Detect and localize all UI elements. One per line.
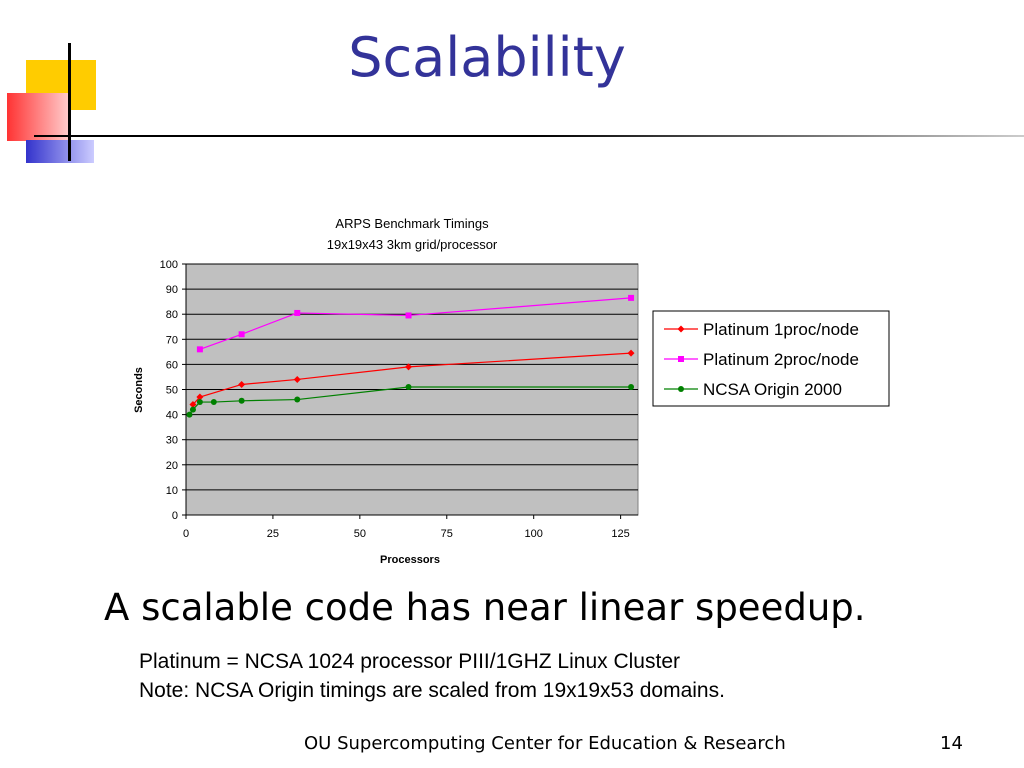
y-tick-label: 30 [166,435,178,447]
data-point-0 [238,380,246,388]
legend-label-1: Platinum 2proc/node [703,350,859,369]
y-tick-label: 90 [166,284,178,296]
data-point-0 [627,349,635,357]
x-tick-label: 0 [183,528,189,540]
y-tick-label: 40 [166,410,178,422]
y-tick-label: 10 [166,485,178,497]
y-tick-label: 0 [172,510,178,522]
series-layer [186,294,635,418]
y-axis-label: Seconds [133,367,145,413]
data-point-2 [210,399,217,406]
data-point-1 [294,309,301,316]
x-tick-label: 25 [267,528,279,540]
y-tick-label: 20 [166,460,178,472]
data-point-1 [196,346,203,353]
decor-horizontal-line-fade [534,135,1024,137]
data-point-2 [628,383,635,390]
data-point-2 [189,406,196,413]
chart-subtitle: 19x19x43 3km grid/processor [327,237,498,252]
legend-marker-2 [678,386,684,392]
data-point-1 [628,294,635,301]
data-point-2 [405,383,412,390]
axes: 0 10 20 30 40 50 60 70 80 90 100 0 25 50 75 100 125 [160,259,638,540]
x-tick-label: 125 [611,528,629,540]
chart-title: ARPS Benchmark Timings [335,216,489,231]
data-point-2 [186,411,193,418]
slide-subtitle: A scalable code has near linear speedup. [104,586,866,629]
legend: Platinum 1proc/node Platinum 2proc/node NC… [652,310,890,407]
data-point-1 [405,312,412,319]
page-number: 14 [940,733,963,754]
note-platinum: Platinum = NCSA 1024 processor PIII/1GHZ… [139,650,680,673]
y-tick-label: 80 [166,309,178,321]
data-point-2 [238,397,245,404]
y-tick-label: 60 [166,359,178,371]
note-origin: Note: NCSA Origin timings are scaled fro… [139,679,725,702]
data-point-2 [196,399,203,406]
decor-blue-square [26,140,94,163]
y-tick-label: 50 [166,385,178,397]
x-tick-label: 100 [525,528,543,540]
y-tick-label: 70 [166,334,178,346]
legend-marker-0 [677,325,685,333]
legend-marker-1 [678,356,684,362]
footer-text: OU Supercomputing Center for Education &… [304,733,786,754]
legend-label-0: Platinum 1proc/node [703,320,859,339]
data-point-2 [294,396,301,403]
data-point-0 [405,363,413,371]
data-point-0 [189,401,197,409]
decor-red-square [7,93,69,141]
data-point-0 [196,393,204,401]
legend-label-2: NCSA Origin 2000 [703,380,842,399]
grid-lines [186,263,638,491]
data-point-0 [293,375,301,383]
data-point-1 [238,331,245,338]
x-tick-label: 50 [354,528,366,540]
decor-horizontal-line [34,135,534,137]
x-axis-label: Processors [380,554,440,566]
slide-title: Scalability [348,26,626,89]
x-tick-label: 75 [441,528,453,540]
y-tick-label: 100 [160,259,178,271]
decor-vertical-line [68,43,71,161]
